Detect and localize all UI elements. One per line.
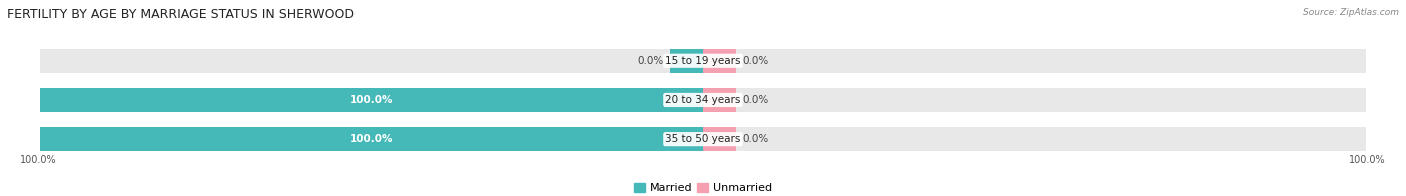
Text: 20 to 34 years: 20 to 34 years	[665, 95, 741, 105]
Text: 100.0%: 100.0%	[350, 95, 394, 105]
Text: 15 to 19 years: 15 to 19 years	[665, 56, 741, 66]
Bar	[703, 88, 737, 112]
Bar	[703, 88, 1365, 112]
Text: 0.0%: 0.0%	[742, 134, 769, 144]
Text: FERTILITY BY AGE BY MARRIAGE STATUS IN SHERWOOD: FERTILITY BY AGE BY MARRIAGE STATUS IN S…	[7, 8, 354, 21]
Bar	[41, 127, 703, 151]
Bar	[703, 49, 737, 73]
Legend: Married, Unmarried: Married, Unmarried	[630, 178, 776, 196]
Text: 100.0%: 100.0%	[1350, 154, 1386, 165]
Text: 35 to 50 years: 35 to 50 years	[665, 134, 741, 144]
Text: 0.0%: 0.0%	[742, 95, 769, 105]
Text: 0.0%: 0.0%	[742, 56, 769, 66]
Bar	[669, 49, 703, 73]
Text: Source: ZipAtlas.com: Source: ZipAtlas.com	[1303, 8, 1399, 17]
Bar	[703, 49, 1365, 73]
Bar	[41, 49, 703, 73]
Bar	[703, 127, 1365, 151]
Bar	[41, 88, 703, 112]
Bar	[41, 88, 703, 112]
Bar	[703, 127, 737, 151]
Text: 100.0%: 100.0%	[20, 154, 56, 165]
Text: 0.0%: 0.0%	[637, 56, 664, 66]
Text: 100.0%: 100.0%	[350, 134, 394, 144]
Bar	[41, 127, 703, 151]
